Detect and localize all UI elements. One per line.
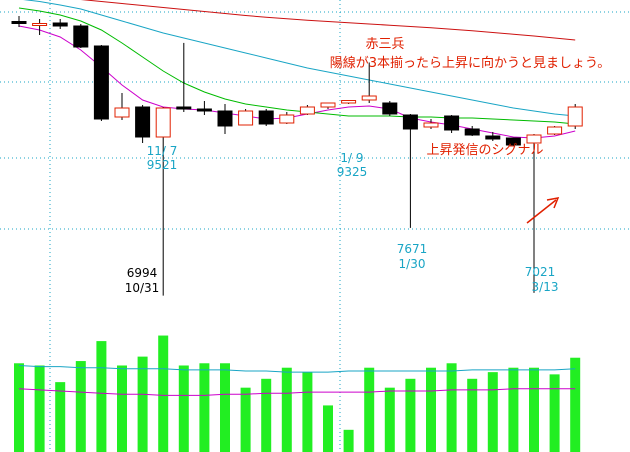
volume-bar [426, 367, 436, 452]
candle-body [238, 110, 254, 126]
candle-body [505, 137, 521, 146]
candle-body [52, 22, 68, 27]
volume-bar [220, 363, 230, 452]
volume-bar [364, 367, 375, 452]
candle-body [93, 45, 109, 120]
annotation-low-value: 7021 [525, 265, 556, 279]
candle-body [361, 95, 377, 101]
annotation-low-date: 1/30 [399, 257, 426, 271]
volume-bar [302, 372, 313, 452]
annotation-high-date: 11/ 7 [147, 144, 178, 158]
moving-average-line [18, 25, 576, 139]
annotation-high-value: 9521 [147, 158, 178, 172]
candle-body [135, 106, 151, 138]
volume-bar [446, 363, 457, 452]
candle-body [382, 102, 398, 115]
candle-body [444, 115, 460, 131]
candle-body [485, 135, 501, 140]
volume-bar [137, 356, 148, 452]
candle-body [402, 114, 418, 130]
volume-bar [240, 387, 251, 452]
volume-bar [281, 367, 292, 452]
annotation-low-value: 7671 [397, 242, 428, 256]
volume-bar [34, 365, 45, 452]
candle-body [299, 106, 315, 115]
volume-bar [199, 363, 210, 452]
volume-bar [529, 367, 539, 452]
moving-average-line [23, 0, 576, 117]
volume-bar [178, 365, 189, 452]
candle-body [341, 100, 357, 104]
candle-body [32, 23, 48, 26]
volume-ma-long-line [18, 365, 576, 373]
up-arrow-head-icon [546, 197, 560, 209]
candle-body [547, 126, 563, 135]
annotation-low-date: 10/31 [125, 281, 160, 295]
candle-body [279, 114, 295, 124]
volume-bar [487, 372, 498, 452]
volume-bar [508, 367, 519, 452]
annotation-title: 赤三兵 [365, 37, 404, 52]
volume-bar [55, 382, 66, 452]
volume-bar [117, 365, 127, 452]
volume-ma-short-line [18, 388, 576, 396]
candle-body [73, 25, 89, 48]
volume-bar [158, 335, 169, 452]
candle-body [423, 122, 439, 128]
moving-average-line [18, 7, 576, 125]
candle-body [176, 106, 192, 110]
candle-body [320, 102, 336, 108]
volume-bar [96, 341, 107, 452]
volume-bar [467, 378, 478, 452]
volume-bar [405, 378, 416, 452]
candle-body [526, 134, 542, 144]
candle-body [567, 106, 583, 127]
candle-body [464, 128, 480, 136]
up-arrow-icon [526, 199, 557, 224]
moving-average-line [80, 0, 576, 41]
volume-bar [75, 361, 86, 452]
annotation-high-date: 1/ 9 [340, 151, 363, 165]
annotation-low-value: 6994 [127, 266, 158, 280]
annotation-low-date: 3/13 [532, 280, 559, 294]
volume-bar [261, 378, 272, 452]
volume-bar [343, 429, 354, 452]
volume-bar [570, 357, 581, 452]
volume-bar [549, 374, 560, 452]
volume-bar [323, 405, 333, 452]
candle-body [155, 107, 171, 138]
candle-body [196, 108, 212, 112]
candle-body [114, 107, 130, 118]
annotation-note: 陽線が3本揃ったら上昇に向かうと見ましょう。 [330, 55, 611, 71]
candle-body [258, 110, 274, 125]
annotation-signal: 上昇発信のシグナル [426, 143, 543, 158]
volume-bar [14, 363, 24, 452]
candle-body [11, 21, 27, 24]
volume-bar [384, 387, 395, 452]
annotation-high-value: 9325 [337, 165, 368, 179]
candle-body [217, 110, 233, 127]
